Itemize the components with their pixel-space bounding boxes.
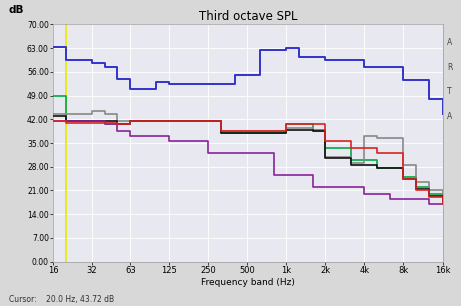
X-axis label: Frequency band (Hz): Frequency band (Hz) bbox=[201, 278, 295, 287]
Text: A: A bbox=[447, 38, 452, 47]
Text: T: T bbox=[447, 87, 452, 96]
Text: dB: dB bbox=[8, 5, 24, 15]
Title: Third octave SPL: Third octave SPL bbox=[199, 10, 297, 23]
Text: R: R bbox=[447, 63, 452, 72]
Text: Cursor:    20.0 Hz, 43.72 dB: Cursor: 20.0 Hz, 43.72 dB bbox=[9, 296, 114, 304]
Text: A: A bbox=[447, 112, 452, 121]
